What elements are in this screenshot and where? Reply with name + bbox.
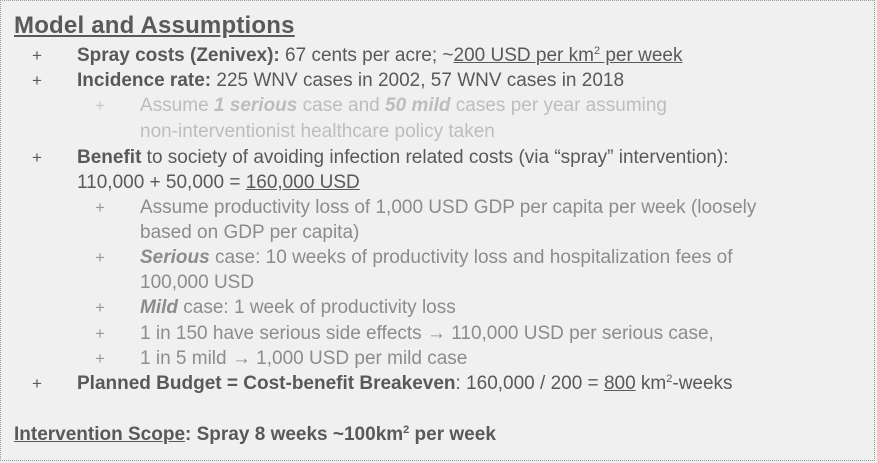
mild-case-item: Mild case: 1 week of productivity loss: [140, 297, 456, 318]
assumption-cases-line2: non-interventionist healthcare policy ta…: [140, 121, 495, 142]
incidence-rate-label: Incidence rate:: [77, 70, 212, 91]
productivity-assumption-line2: based on GDP per capita): [140, 222, 360, 243]
benefit-text: to society of avoiding infection related…: [141, 147, 729, 168]
sub-bullet-marker: +: [95, 349, 105, 368]
bullet-marker: +: [32, 71, 42, 90]
serious-label: Serious: [140, 247, 210, 268]
mild-label: Mild: [140, 297, 178, 318]
serious-case-line2: 100,000 USD: [140, 272, 255, 293]
planned-budget-label: Planned Budget = Cost-benefit Breakeven: [77, 373, 456, 394]
bullet-marker: +: [32, 148, 42, 167]
productivity-assumption: Assume productivity loss of 1,000 USD GD…: [140, 197, 757, 218]
mild-ratio-item: 1 in 5 mild → 1,000 USD per mild case: [140, 348, 468, 369]
benefit-item: Benefit to society of avoiding infection…: [77, 145, 729, 170]
bullet-marker: +: [32, 374, 42, 393]
incidence-rate-text: 225 WNV cases in 2002, 57 WNV cases in 2…: [216, 70, 625, 91]
serious-count: 1 serious: [213, 95, 298, 116]
sub-bullet-marker: +: [95, 96, 105, 115]
intervention-scope-label: Intervention Scope: [14, 424, 186, 445]
benefit-total: 160,000 USD: [245, 172, 360, 193]
bullet-marker: +: [32, 46, 42, 65]
sub-bullet-marker: +: [95, 248, 105, 267]
sub-bullet-marker: +: [95, 324, 105, 343]
serious-case-item: Serious case: 10 weeks of productivity l…: [140, 247, 733, 268]
side-effects-item: 1 in 150 have serious side effects → 110…: [140, 323, 714, 344]
spray-cost-per-km: 200 USD per km2 per week: [453, 45, 683, 66]
spray-costs-label: Spray costs (Zenivex):: [77, 45, 280, 66]
planned-budget-item: Planned Budget = Cost-benefit Breakeven:…: [77, 373, 733, 394]
budget-value: 800: [603, 373, 636, 394]
mild-count: 50 mild: [385, 95, 451, 116]
spray-costs-text: 67 cents per acre; ~: [285, 45, 454, 66]
incidence-rate-item: Incidence rate: 225 WNV cases in 2002, 5…: [77, 68, 624, 93]
sub-bullet-marker: +: [95, 298, 105, 317]
benefit-total-line: 110,000 + 50,000 = 160,000 USD: [77, 172, 360, 193]
benefit-label: Benefit: [77, 147, 142, 168]
sub-bullet-marker: +: [95, 198, 105, 217]
assumption-cases-item: Assume 1 serious case and 50 mild cases …: [140, 95, 668, 116]
slide-title: Model and Assumptions: [14, 12, 295, 39]
spray-costs-item: Spray costs (Zenivex): 67 cents per acre…: [77, 43, 682, 68]
intervention-scope: Intervention Scope: Spray 8 weeks ~100km…: [14, 424, 496, 445]
